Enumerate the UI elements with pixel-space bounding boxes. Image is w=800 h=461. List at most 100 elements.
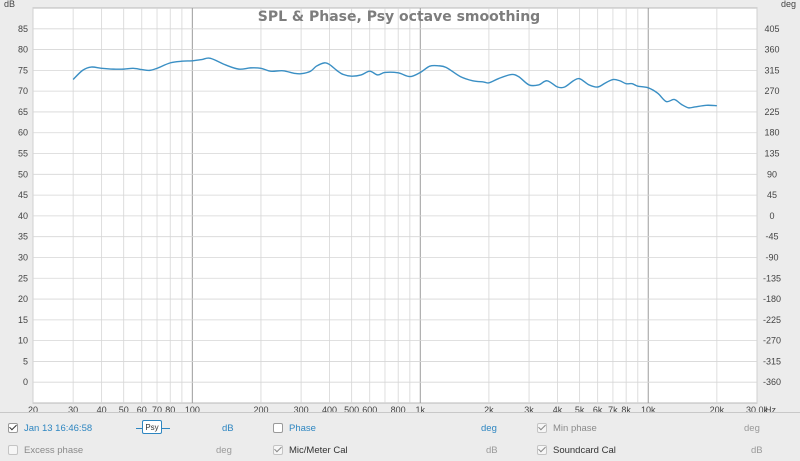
y-right-tick-label: -90 <box>765 252 778 262</box>
y-left-tick-label: 25 <box>18 273 28 283</box>
spl-series-line <box>72 57 717 109</box>
y-right-tick-label: 360 <box>764 45 779 55</box>
legend-row-2: Excess phase deg Mic/Meter Cal dB Soundc… <box>0 439 800 461</box>
y-right-tick-label: 45 <box>767 190 777 200</box>
y-left-tick-label: 10 <box>18 336 28 346</box>
x-tick-label: 6k <box>593 405 603 412</box>
measurement-checkbox[interactable] <box>8 423 18 433</box>
x-tick-label: 50 <box>119 405 129 412</box>
x-tick-label: 30 <box>68 405 78 412</box>
y-left-tick-label: 0 <box>23 377 28 387</box>
y-right-tick-label: 405 <box>764 24 779 34</box>
y-right-tick-label: 0 <box>769 211 774 221</box>
plot-area <box>32 7 758 404</box>
measurement-toggle[interactable]: Jan 13 16:46:58 <box>8 417 92 439</box>
y-left-tick-label: 60 <box>18 128 28 138</box>
x-tick-label: 4k <box>553 405 563 412</box>
x-tick-label: 300 <box>294 405 309 412</box>
x-tick-label: 600 <box>362 405 377 412</box>
x-ticks: 20 30 40 50 60 70 80 100 200 300 400 500 600 800 1k 2k 3… <box>28 405 769 412</box>
x-unit: Hz <box>765 405 776 412</box>
y-left-tick-label: 20 <box>18 294 28 304</box>
x-tick-label: 70 <box>152 405 162 412</box>
y-left-tick-label: 5 <box>23 356 28 366</box>
y-left-tick-label: 85 <box>18 24 28 34</box>
y-right-tick-label: 90 <box>767 169 777 179</box>
soundcard-unit: dB <box>751 444 763 456</box>
y-right-tick-label: 135 <box>764 149 779 159</box>
y-left-tick-label: 65 <box>18 107 28 117</box>
phase-unit: deg <box>481 422 497 434</box>
x-tick-label: 10k <box>641 405 656 412</box>
y-right-tick-label: 225 <box>764 107 779 117</box>
soundcard-toggle[interactable]: Soundcard Cal <box>537 439 616 461</box>
x-tick-label: 200 <box>253 405 268 412</box>
mic-toggle[interactable]: Mic/Meter Cal <box>273 439 348 461</box>
y-right-tick-label: -315 <box>763 356 781 366</box>
x-tick-label: 500 <box>344 405 359 412</box>
mic-checkbox[interactable] <box>273 445 283 455</box>
x-tick-label: 400 <box>322 405 337 412</box>
x-tick-label: 100 <box>185 405 200 412</box>
y-left-tick-label: 40 <box>18 211 28 221</box>
legend-panel: Jan 13 16:46:58 Psy dB Phase deg Min pha… <box>0 412 800 461</box>
y-right-tick-label: 270 <box>764 86 779 96</box>
grid <box>32 8 758 403</box>
minphase-toggle[interactable]: Min phase <box>537 417 597 439</box>
minphase-checkbox[interactable] <box>537 423 547 433</box>
minphase-unit: deg <box>744 422 760 434</box>
x-tick-label: 2k <box>484 405 494 412</box>
measurement-label: Jan 13 16:46:58 <box>24 422 93 434</box>
y-right-tick-label: -135 <box>763 273 781 283</box>
chart-title: SPL & Phase, Psy octave smoothing <box>258 9 540 25</box>
y-right-ticks: 405 360 315 270 225 180 135 90 45 0 -45 -90 -135 -180… <box>763 24 781 387</box>
y-right-tick-label: -45 <box>765 232 778 242</box>
legend-row-1: Jan 13 16:46:58 Psy dB Phase deg Min pha… <box>0 417 800 439</box>
y-right-tick-label: -360 <box>763 377 781 387</box>
x-tick-label: 40 <box>97 405 107 412</box>
y-left-tick-label: 35 <box>18 232 28 242</box>
phase-toggle[interactable]: Phase <box>273 417 316 439</box>
mic-label: Mic/Meter Cal <box>289 444 348 456</box>
y-right-tick-label: 315 <box>764 65 779 75</box>
x-tick-label: 3k <box>524 405 534 412</box>
y-left-tick-label: 70 <box>18 86 28 96</box>
soundcard-label: Soundcard Cal <box>553 444 616 456</box>
x-tick-label: 1k <box>416 405 426 412</box>
y-left-tick-label: 50 <box>18 169 28 179</box>
y-left-tick-label: 55 <box>18 149 28 159</box>
x-tick-label: 80 <box>165 405 175 412</box>
phase-checkbox[interactable] <box>273 423 283 433</box>
y-left-tick-label: 30 <box>18 252 28 262</box>
y-right-tick-label: 180 <box>764 128 779 138</box>
spl-unit: dB <box>222 422 234 434</box>
minphase-label: Min phase <box>553 422 597 434</box>
x-tick-label: 5k <box>575 405 585 412</box>
mic-unit: dB <box>486 444 498 456</box>
y-right-unit: deg <box>781 0 796 9</box>
excess-checkbox[interactable] <box>8 445 18 455</box>
y-left-ticks: 0 5 10 15 20 25 30 35 40 45 50 55 60 65 70 75 80 85 <box>18 24 28 387</box>
x-tick-label: 8k <box>621 405 631 412</box>
y-left-tick-label: 45 <box>18 190 28 200</box>
x-tick-label: 800 <box>391 405 406 412</box>
excess-label: Excess phase <box>24 444 84 456</box>
x-tick-label: 30.0k <box>746 405 769 412</box>
chart-svg: 0 5 10 15 20 25 30 35 40 45 50 55 60 65 70 75 80 85 405 36… <box>4 0 796 412</box>
spl-phase-chart: 0 5 10 15 20 25 30 35 40 45 50 55 60 65 70 75 80 85 405 36… <box>4 0 796 412</box>
x-tick-label: 7k <box>608 405 618 412</box>
psy-smoothing-button[interactable]: Psy <box>142 420 162 434</box>
phase-label: Phase <box>289 422 316 434</box>
y-right-tick-label: -180 <box>763 294 781 304</box>
y-left-tick-label: 75 <box>18 65 28 75</box>
series <box>72 57 717 109</box>
soundcard-checkbox[interactable] <box>537 445 547 455</box>
y-left-tick-label: 15 <box>18 315 28 325</box>
y-right-tick-label: -270 <box>763 336 781 346</box>
y-left-tick-label: 80 <box>18 45 28 55</box>
y-left-unit: dB <box>4 0 15 9</box>
x-tick-label: 20k <box>710 405 725 412</box>
excess-toggle[interactable]: Excess phase <box>8 439 83 461</box>
x-tick-label: 60 <box>137 405 147 412</box>
excess-unit: deg <box>216 444 232 456</box>
